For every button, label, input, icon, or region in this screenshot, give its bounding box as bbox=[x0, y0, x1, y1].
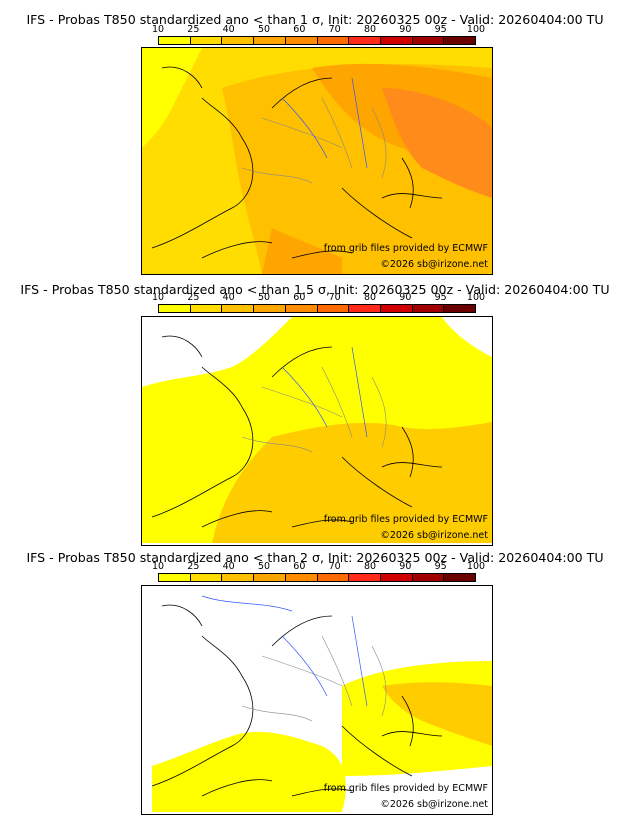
copyright-credit: ©2026 sb@irizone.net bbox=[380, 259, 488, 270]
source-credit: from grib files provided by ECMWF bbox=[323, 243, 488, 254]
colorbar-tick-label: 80 bbox=[363, 561, 377, 572]
colorbar-swatch bbox=[380, 574, 413, 581]
colorbar-ticks: 10 25 40 50 60 70 80 90 95 100 bbox=[152, 24, 485, 36]
colorbar-tick-label: 90 bbox=[399, 561, 412, 572]
colorbar-swatch bbox=[317, 305, 350, 312]
colorbar-tick-label: 10 bbox=[151, 24, 165, 35]
colorbar bbox=[158, 304, 476, 313]
colorbar-swatch bbox=[444, 574, 476, 581]
colorbar-swatch bbox=[222, 305, 255, 312]
colorbar-tick-label: 95 bbox=[434, 561, 447, 572]
colorbar-tick-label: 10 bbox=[151, 561, 165, 572]
colorbar-tick-label: 70 bbox=[328, 561, 341, 572]
colorbar-tick-label: 50 bbox=[257, 24, 271, 35]
panel-title: IFS - Probas T850 standardized ano < tha… bbox=[20, 282, 610, 297]
colorbar-swatch bbox=[380, 37, 413, 44]
colorbar-tick-label: 60 bbox=[293, 561, 306, 572]
colorbar-tick-label: 90 bbox=[399, 292, 412, 303]
colorbar-swatch bbox=[159, 37, 191, 44]
colorbar-swatch bbox=[254, 574, 286, 581]
colorbar-swatch bbox=[444, 305, 476, 312]
colorbar-swatch bbox=[349, 37, 381, 44]
probability-map: from grib files provided by ECMWF ©2026 … bbox=[141, 47, 493, 275]
colorbar-tick-label: 80 bbox=[363, 292, 377, 303]
panel-title: IFS - Probas T850 standardized ano < tha… bbox=[26, 12, 604, 27]
panel-title: IFS - Probas T850 standardized ano < tha… bbox=[26, 550, 604, 565]
colorbar bbox=[158, 36, 476, 45]
colorbar-tick-label: 25 bbox=[187, 24, 200, 35]
source-credit: from grib files provided by ECMWF bbox=[323, 514, 488, 525]
colorbar-swatch bbox=[190, 37, 223, 44]
colorbar-tick-label: 50 bbox=[257, 292, 271, 303]
colorbar-tick-label: 25 bbox=[187, 292, 200, 303]
colorbar-tick-label: 100 bbox=[466, 24, 486, 35]
colorbar-swatch bbox=[380, 305, 413, 312]
colorbar-swatch bbox=[254, 305, 286, 312]
probability-map: from grib files provided by ECMWF ©2026 … bbox=[141, 316, 493, 546]
colorbar-swatch bbox=[222, 37, 255, 44]
colorbar-swatch bbox=[285, 37, 318, 44]
colorbar-swatch bbox=[159, 305, 191, 312]
map-panel-1: IFS - Probas T850 standardized ano < tha… bbox=[0, 0, 630, 275]
colorbar-swatch bbox=[412, 574, 445, 581]
colorbar-swatch bbox=[317, 574, 350, 581]
colorbar-swatch bbox=[412, 305, 445, 312]
colorbar-tick-label: 50 bbox=[257, 561, 271, 572]
colorbar-swatch bbox=[222, 574, 255, 581]
colorbar-tick-label: 70 bbox=[328, 24, 341, 35]
colorbar-tick-label: 10 bbox=[151, 292, 165, 303]
copyright-credit: ©2026 sb@irizone.net bbox=[380, 530, 488, 541]
colorbar-tick-label: 100 bbox=[466, 292, 486, 303]
probability-map: from grib files provided by ECMWF ©2026 … bbox=[141, 585, 493, 815]
map-panel-2: IFS - Probas T850 standardized ano < tha… bbox=[0, 0, 630, 546]
colorbar-tick-label: 95 bbox=[434, 24, 447, 35]
source-credit: from grib files provided by ECMWF bbox=[323, 783, 488, 794]
colorbar-swatch bbox=[190, 305, 223, 312]
colorbar-swatch bbox=[190, 574, 223, 581]
colorbar-swatch bbox=[285, 574, 318, 581]
colorbar-swatch bbox=[349, 574, 381, 581]
colorbar-ticks: 10 25 40 50 60 70 80 90 95 100 bbox=[152, 292, 485, 304]
colorbar-swatch bbox=[444, 37, 476, 44]
colorbar-tick-label: 70 bbox=[328, 292, 341, 303]
colorbar-tick-label: 60 bbox=[293, 292, 306, 303]
colorbar-tick-label: 40 bbox=[222, 24, 235, 35]
colorbar-swatch bbox=[349, 305, 381, 312]
colorbar-swatch bbox=[254, 37, 286, 44]
colorbar-tick-label: 90 bbox=[399, 24, 412, 35]
colorbar bbox=[158, 573, 476, 582]
colorbar-tick-label: 60 bbox=[293, 24, 306, 35]
colorbar-tick-label: 40 bbox=[222, 292, 235, 303]
colorbar-tick-label: 40 bbox=[222, 561, 235, 572]
colorbar-swatch bbox=[412, 37, 445, 44]
colorbar-swatch bbox=[159, 574, 191, 581]
copyright-credit: ©2026 sb@irizone.net bbox=[380, 799, 488, 810]
colorbar-tick-label: 80 bbox=[363, 24, 377, 35]
colorbar-tick-label: 25 bbox=[187, 561, 200, 572]
colorbar-ticks: 10 25 40 50 60 70 80 90 95 100 bbox=[152, 561, 485, 573]
colorbar-swatch bbox=[317, 37, 350, 44]
colorbar-tick-label: 95 bbox=[434, 292, 447, 303]
colorbar-tick-label: 100 bbox=[466, 561, 486, 572]
colorbar-swatch bbox=[285, 305, 318, 312]
